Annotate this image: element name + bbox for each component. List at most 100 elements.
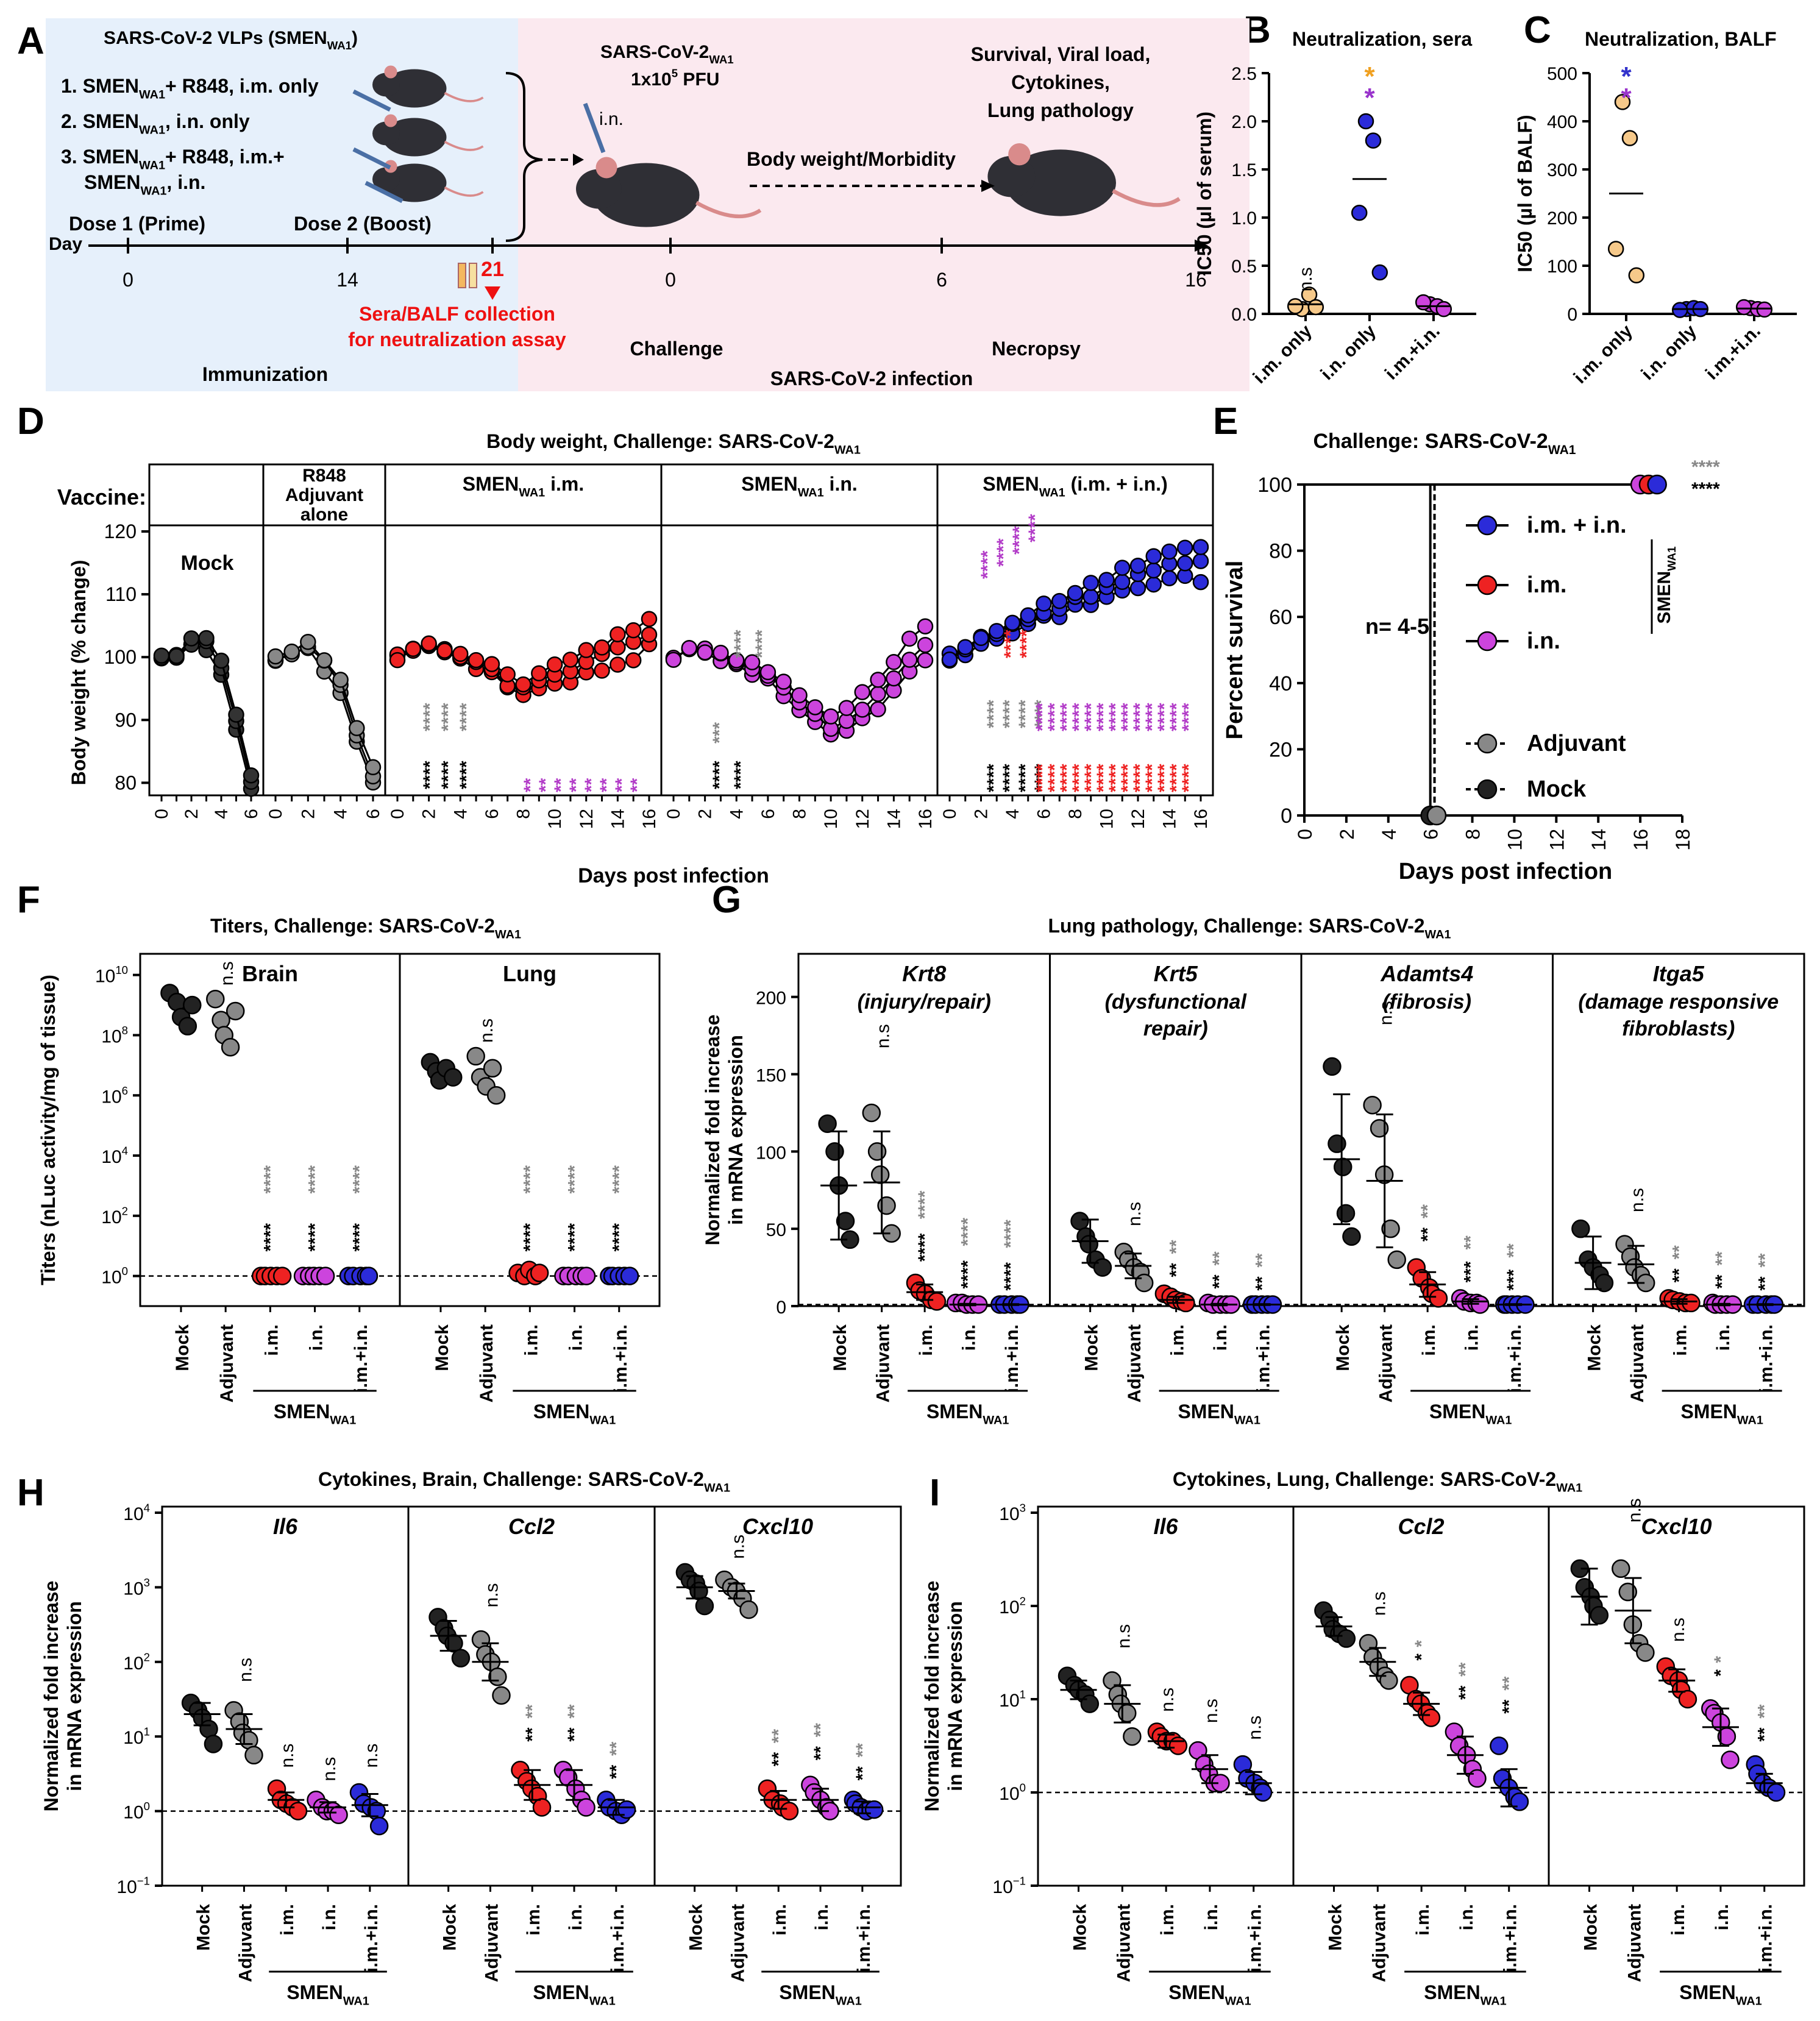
x-tick-label: Mock — [440, 1904, 460, 1951]
label-part: −1 — [137, 1875, 150, 1888]
gene-description: (injury/repair) — [858, 990, 991, 1014]
data-point — [818, 1114, 837, 1133]
data-point — [780, 1802, 799, 1820]
label-part: WA1 — [1737, 1414, 1763, 1427]
significance-star: **** — [731, 630, 751, 658]
significance-star: * — [1364, 62, 1375, 91]
label-part: 10 — [123, 1653, 143, 1674]
data-point — [1020, 607, 1036, 623]
panel-label: SMENWA1 i.m. — [463, 473, 584, 500]
data-point — [625, 622, 642, 639]
label-part: ) — [352, 28, 358, 48]
label-part: 0 — [144, 1800, 150, 1813]
significance-star: ** — [564, 1704, 585, 1719]
label-part: + R848, i.m.+ — [165, 146, 285, 168]
data-point — [1082, 588, 1099, 605]
y-tick-label: 101 — [123, 1725, 150, 1749]
data-point — [531, 665, 547, 682]
x-tick-label: 6 — [241, 809, 261, 819]
label-part: SARS-CoV-2 VLPs (SMEN — [104, 28, 327, 48]
x-tick-label: Adjuvant — [1376, 1324, 1396, 1402]
data-point — [1333, 1157, 1353, 1176]
data-point — [927, 1292, 947, 1311]
y-tick-label: 200 — [1547, 208, 1577, 229]
data-point — [901, 630, 918, 647]
significance-star: *** — [1461, 1261, 1481, 1282]
route-label: i.n. — [599, 109, 624, 129]
x-tick-label: i.n. — [1457, 1904, 1477, 1930]
x-tick-label: i.n. — [319, 1904, 339, 1930]
gene-description: (dysfunctional — [1105, 990, 1248, 1014]
x-tick-label: 14 — [608, 809, 628, 829]
y-tick-label: 2.5 — [1231, 64, 1257, 84]
y-axis-label: Normalized fold increase — [40, 1581, 62, 1812]
data-point — [168, 648, 185, 664]
significance-star: **** — [1167, 764, 1187, 792]
significance-star: ** — [612, 778, 632, 792]
data-point — [1336, 1204, 1356, 1223]
x-tick-label: Adjuvant — [1627, 1324, 1648, 1402]
label-part: WA1 — [983, 1414, 1009, 1427]
data-point — [1721, 1750, 1740, 1769]
label-part: SMEN — [779, 1981, 835, 2003]
label-part: 4 — [122, 1145, 128, 1157]
data-point — [1636, 1643, 1655, 1662]
significance-star: ** — [1456, 1662, 1476, 1677]
x-tick-label: 16 — [915, 809, 936, 829]
significance-star: **** — [350, 1223, 370, 1252]
significance-star: **** — [1179, 703, 1199, 731]
data-point — [221, 1037, 240, 1057]
x-tick-label: Adjuvant — [728, 1904, 748, 1982]
immunization-group: SMENWA1, i.n. — [84, 171, 205, 198]
data-point — [300, 633, 316, 650]
significance-star: **** — [520, 1223, 540, 1252]
significance-star: **** — [1081, 703, 1101, 731]
data-point — [1145, 562, 1162, 579]
data-point — [1192, 539, 1209, 555]
data-point — [369, 1816, 389, 1836]
significance-star: **** — [1142, 703, 1162, 731]
data-point — [444, 1068, 463, 1087]
significance-star: ** — [1456, 1685, 1476, 1700]
x-tick-label: i.m.+i.n. — [1757, 1324, 1777, 1393]
data-point — [1301, 286, 1318, 303]
data-point — [359, 1266, 379, 1285]
x-tick-label: i.m. — [261, 1324, 282, 1356]
x-tick-label: i.n. — [1210, 1324, 1231, 1351]
data-point — [807, 699, 823, 716]
group-label: SMENWA1 — [1168, 1981, 1251, 2008]
significance-star: **** — [1017, 630, 1037, 658]
significance-star: **** — [709, 761, 730, 789]
significance-label: n.s — [477, 1018, 497, 1043]
dose2-label: Dose 2 (Boost) — [294, 213, 432, 235]
panel-letter-I: I — [930, 1472, 940, 1514]
significance-star: **** — [1015, 700, 1036, 728]
significance-star: **** — [978, 550, 998, 579]
significance-star: **** — [1045, 764, 1065, 792]
legend-label: Mock — [1527, 776, 1587, 802]
data-point — [316, 1266, 335, 1285]
gene-description: (damage responsive — [1578, 990, 1779, 1014]
x-tick-label: 6 — [758, 809, 778, 819]
data-point — [1098, 572, 1115, 588]
data-point — [1328, 1134, 1346, 1153]
x-tick-label: i.m. — [277, 1904, 297, 1936]
data-point — [577, 1798, 595, 1817]
x-tick-label: 10 — [545, 809, 565, 829]
immunization-label: Immunization — [202, 363, 328, 385]
gene-label: Krt5 — [1154, 961, 1198, 986]
panel-letter-F: F — [17, 879, 40, 921]
group-label: SMENWA1 — [1178, 1401, 1260, 1427]
syringe-icon — [583, 102, 606, 154]
x-tick-label: 8 — [1065, 809, 1086, 819]
data-point — [1671, 302, 1688, 318]
label-part: WA1 — [139, 159, 165, 172]
x-tick-label: i.m. — [916, 1324, 936, 1356]
x-tick-label: 16 — [1630, 829, 1652, 851]
label-part: 1 — [1020, 1688, 1026, 1701]
data-point — [1647, 474, 1667, 495]
significance-star: **** — [610, 1165, 630, 1194]
y-axis-label: in mRNA expression — [944, 1601, 966, 1791]
x-axis-label: Days post infection — [1399, 859, 1613, 884]
label-part: SMEN — [1168, 1981, 1225, 2003]
